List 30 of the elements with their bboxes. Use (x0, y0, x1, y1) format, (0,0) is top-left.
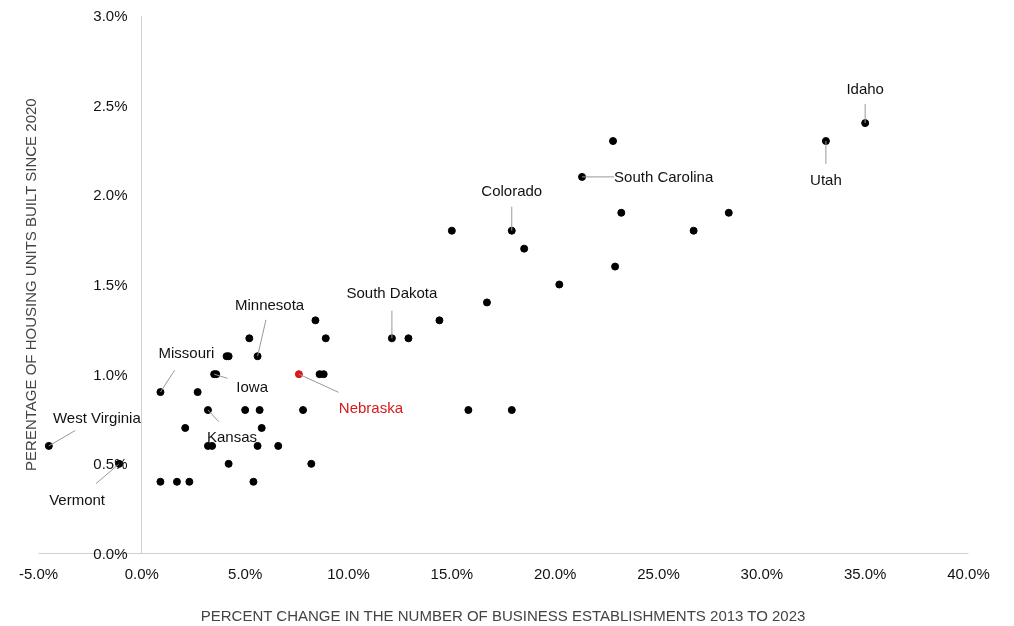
annotation: Utah (810, 170, 842, 188)
annotation: South Dakota (346, 283, 438, 301)
y-tick-label: 1.0% (93, 365, 128, 383)
x-tick-label: 40.0% (947, 564, 990, 582)
x-tick-label: 25.0% (637, 564, 680, 582)
annotation: Kansas (206, 427, 257, 445)
x-tick-label: 0.0% (124, 564, 159, 582)
annotation: Vermont (49, 491, 106, 509)
y-axis-title: PERENTAGE OF HOUSING UNITS BUILT SINCE 2020 (21, 98, 39, 471)
x-tick-label: -5.0% (18, 564, 59, 582)
y-tick-label: 3.0% (93, 7, 128, 24)
x-tick-label: 35.0% (843, 564, 887, 582)
y-tick-label: 2.0% (93, 186, 128, 204)
annotation: Minnesota (234, 295, 305, 313)
x-tick-label: 10.0% (327, 564, 370, 582)
annotation: West Virginia (52, 409, 142, 427)
x-tick-label: 20.0% (533, 564, 577, 582)
x-axis-title: PERCENT CHANGE IN THE NUMBER OF BUSINESS ESTABLISHMENTS 2013 TO 2023 (200, 606, 806, 624)
annotation: Missouri (158, 343, 215, 361)
x-tick-label: 15.0% (430, 564, 474, 582)
annotation: Idaho (846, 79, 884, 97)
annotation: Iowa (236, 377, 269, 395)
x-tick-label: 5.0% (228, 564, 263, 582)
y-tick-label: 0.0% (93, 545, 128, 562)
annotation: Colorado (481, 182, 543, 200)
annotation: South Carolina (614, 168, 714, 186)
annotation: Nebraska (338, 398, 404, 416)
y-tick-label: 2.5% (93, 96, 128, 114)
x-tick-label: 30.0% (740, 564, 784, 582)
y-tick-label: 1.5% (93, 276, 128, 293)
